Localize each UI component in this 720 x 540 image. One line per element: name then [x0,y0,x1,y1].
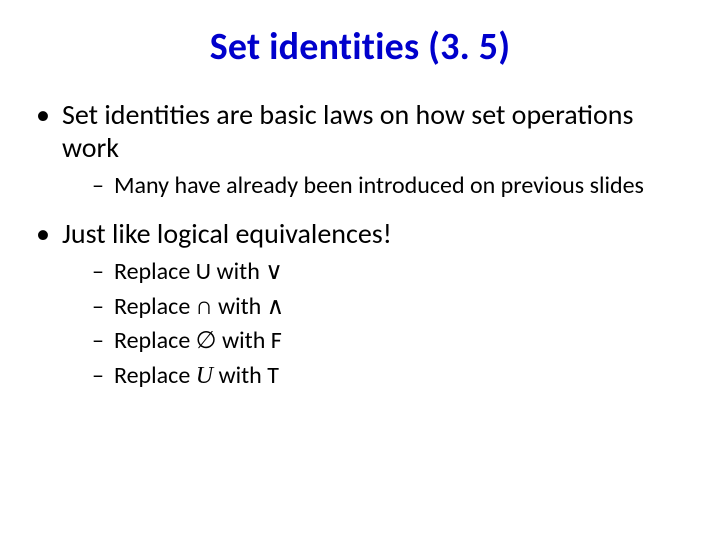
bullet-text: Set identities are basic laws on how set… [62,97,633,165]
bullet-list-level2: Replace U with ∨ Replace ∩ with ∧ Replac… [62,258,692,391]
slide: Set identities (3. 5) Set identities are… [0,0,720,540]
sub-bullet-item: Replace ∅ with F [92,327,692,356]
sub-bullet-text: Replace ∅ with F [114,326,282,355]
slide-title: Set identities (3. 5) [210,24,511,70]
sub-bullet-item: Replace U with T [92,362,692,391]
sub-bullet-item: Replace U with ∨ [92,258,692,287]
bullet-list-level2: Many have already been introduced on pre… [62,172,692,201]
sub-bullet-suffix: with T [213,361,279,390]
sub-bullet-prefix: Replace [114,361,196,390]
slide-title-container: Set identities (3. 5) [28,24,692,70]
bullet-list-level1: Set identities are basic laws on how set… [28,98,692,391]
sub-bullet-text: Replace U with ∨ [114,257,283,286]
sub-bullet-item: Many have already been introduced on pre… [92,172,692,201]
sub-bullet-text: Replace ∩ with ∧ [114,292,284,321]
bullet-item: Just like logical equivalences! Replace … [36,217,692,391]
sub-bullet-item: Replace ∩ with ∧ [92,293,692,322]
bullet-item: Set identities are basic laws on how set… [36,98,692,201]
bullet-text: Just like logical equivalences! [62,216,392,251]
sub-bullet-text: Many have already been introduced on pre… [114,171,644,200]
sub-bullet-special: U [196,363,213,389]
